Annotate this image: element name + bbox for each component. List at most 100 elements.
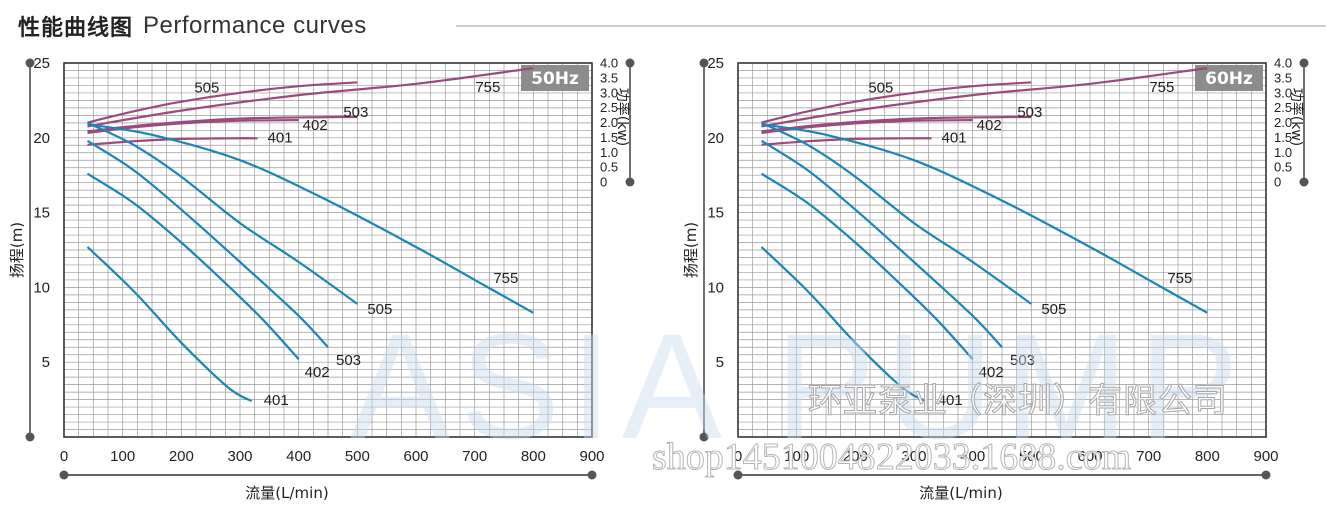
frequency-badge-label: 50Hz xyxy=(531,69,579,89)
y-axis-end-dot xyxy=(25,432,35,442)
x-tick-label: 100 xyxy=(110,448,135,465)
y2-tick-label: 3.0 xyxy=(600,85,618,100)
head-curve-503 xyxy=(86,139,329,348)
power-curve-label-503: 503 xyxy=(1017,104,1042,121)
head-curve-755 xyxy=(761,123,1208,314)
y2-tick-label: 4.0 xyxy=(600,56,618,71)
x-tick-label: 300 xyxy=(901,448,926,465)
x-tick-label: 300 xyxy=(227,448,252,465)
y2-tick-label: 1.5 xyxy=(600,130,618,145)
y2-axis-title: 功率(kw) xyxy=(614,88,631,146)
x-tick-label: 0 xyxy=(734,448,742,465)
y-tick-label: 10 xyxy=(33,279,50,296)
y2-tick-label: 2.0 xyxy=(600,115,618,130)
head-curve-label-505: 505 xyxy=(367,301,392,318)
x-tick-label: 0 xyxy=(60,448,68,465)
y-tick-label: 5 xyxy=(716,354,724,371)
x-axis-title: 流量(L/min) xyxy=(919,484,1002,502)
y2-axis-title: 功率(kw) xyxy=(1288,88,1305,146)
y-axis-title: 扬程(m) xyxy=(8,222,26,278)
y2-tick-label: 0 xyxy=(1274,175,1281,190)
x-tick-label: 700 xyxy=(1136,448,1161,465)
x-tick-label: 100 xyxy=(784,448,809,465)
x-tick-label: 700 xyxy=(462,448,487,465)
y2-tick-label: 0 xyxy=(600,175,607,190)
power-curve-label-402: 402 xyxy=(977,117,1002,134)
y2-tick-label: 1.0 xyxy=(600,145,618,160)
y2-tick-label: 0.5 xyxy=(600,160,618,175)
power-curve-401 xyxy=(761,137,932,146)
y2-tick-label: 3.5 xyxy=(600,70,618,85)
y2-tick-label: 2.5 xyxy=(600,100,618,115)
y-tick-label: 20 xyxy=(33,130,50,147)
y2-axis-end-dot xyxy=(1299,58,1309,68)
y2-tick-label: 4.0 xyxy=(1274,56,1292,71)
page-header: 性能曲线图 Performance curves xyxy=(18,8,367,44)
x-axis-end-dot xyxy=(59,470,69,480)
power-curve-label-505: 505 xyxy=(868,79,893,96)
power-curve-label-402: 402 xyxy=(303,117,328,134)
y2-tick-label: 1.0 xyxy=(1274,145,1292,160)
header-divider xyxy=(456,25,1326,27)
x-tick-label: 600 xyxy=(1077,448,1102,465)
power-curve-label-755: 755 xyxy=(1149,79,1174,96)
y2-tick-label: 3.0 xyxy=(1274,85,1292,100)
x-axis-end-dot xyxy=(587,470,597,480)
head-curve-505 xyxy=(87,121,358,305)
y-tick-label: 15 xyxy=(33,205,50,222)
y2-tick-label: 2.0 xyxy=(1274,115,1292,130)
y-tick-label: 20 xyxy=(707,130,724,147)
head-curve-label-401: 401 xyxy=(264,392,289,409)
x-tick-label: 400 xyxy=(286,448,311,465)
head-curve-label-503: 503 xyxy=(336,352,361,369)
x-axis-end-dot xyxy=(733,470,743,480)
grid-lines xyxy=(738,63,1266,437)
y-axis-end-dot xyxy=(699,58,709,68)
head-curve-401 xyxy=(86,246,253,403)
y-axis-title: 扬程(m) xyxy=(682,222,700,278)
y2-axis-end-dot xyxy=(625,177,635,187)
power-curve-label-503: 503 xyxy=(343,104,368,121)
y-axis-end-dot xyxy=(699,432,709,442)
x-tick-label: 500 xyxy=(1019,448,1044,465)
x-tick-label: 800 xyxy=(1195,448,1220,465)
power-curve-label-755: 755 xyxy=(475,79,500,96)
y-tick-label: 5 xyxy=(42,354,50,371)
power-curve-503 xyxy=(761,115,1032,133)
head-curve-label-401: 401 xyxy=(938,392,963,409)
y-tick-label: 25 xyxy=(707,55,724,72)
power-curve-label-401: 401 xyxy=(942,129,967,146)
power-curve-label-505: 505 xyxy=(194,79,219,96)
head-curve-label-755: 755 xyxy=(493,270,518,287)
frequency-badge-label: 60Hz xyxy=(1205,69,1253,89)
x-tick-label: 800 xyxy=(521,448,546,465)
y2-tick-label: 0.5 xyxy=(1274,160,1292,175)
head-curve-505 xyxy=(761,121,1032,305)
x-axis-end-dot xyxy=(1261,470,1271,480)
head-curve-label-402: 402 xyxy=(305,364,330,381)
head-curve-label-503: 503 xyxy=(1010,352,1035,369)
head-curve-401 xyxy=(760,246,927,403)
x-tick-label: 500 xyxy=(345,448,370,465)
x-tick-label: 200 xyxy=(843,448,868,465)
page-title-en: Performance curves xyxy=(143,12,367,39)
x-tick-label: 400 xyxy=(960,448,985,465)
page-title-cn: 性能曲线图 xyxy=(18,16,134,41)
head-curve-402 xyxy=(86,172,300,360)
x-tick-label: 900 xyxy=(1253,448,1278,465)
y-tick-label: 10 xyxy=(707,279,724,296)
y2-tick-label: 3.5 xyxy=(1274,70,1292,85)
power-curve-label-401: 401 xyxy=(268,129,293,146)
x-tick-label: 900 xyxy=(579,448,604,465)
x-tick-label: 200 xyxy=(169,448,194,465)
y-axis-end-dot xyxy=(25,58,35,68)
x-tick-label: 600 xyxy=(403,448,428,465)
y2-axis-end-dot xyxy=(625,58,635,68)
power-curve-755 xyxy=(761,67,1208,128)
power-curve-505 xyxy=(87,81,358,124)
y-tick-label: 15 xyxy=(707,205,724,222)
power-curve-503 xyxy=(87,115,358,133)
y2-tick-label: 2.5 xyxy=(1274,100,1292,115)
